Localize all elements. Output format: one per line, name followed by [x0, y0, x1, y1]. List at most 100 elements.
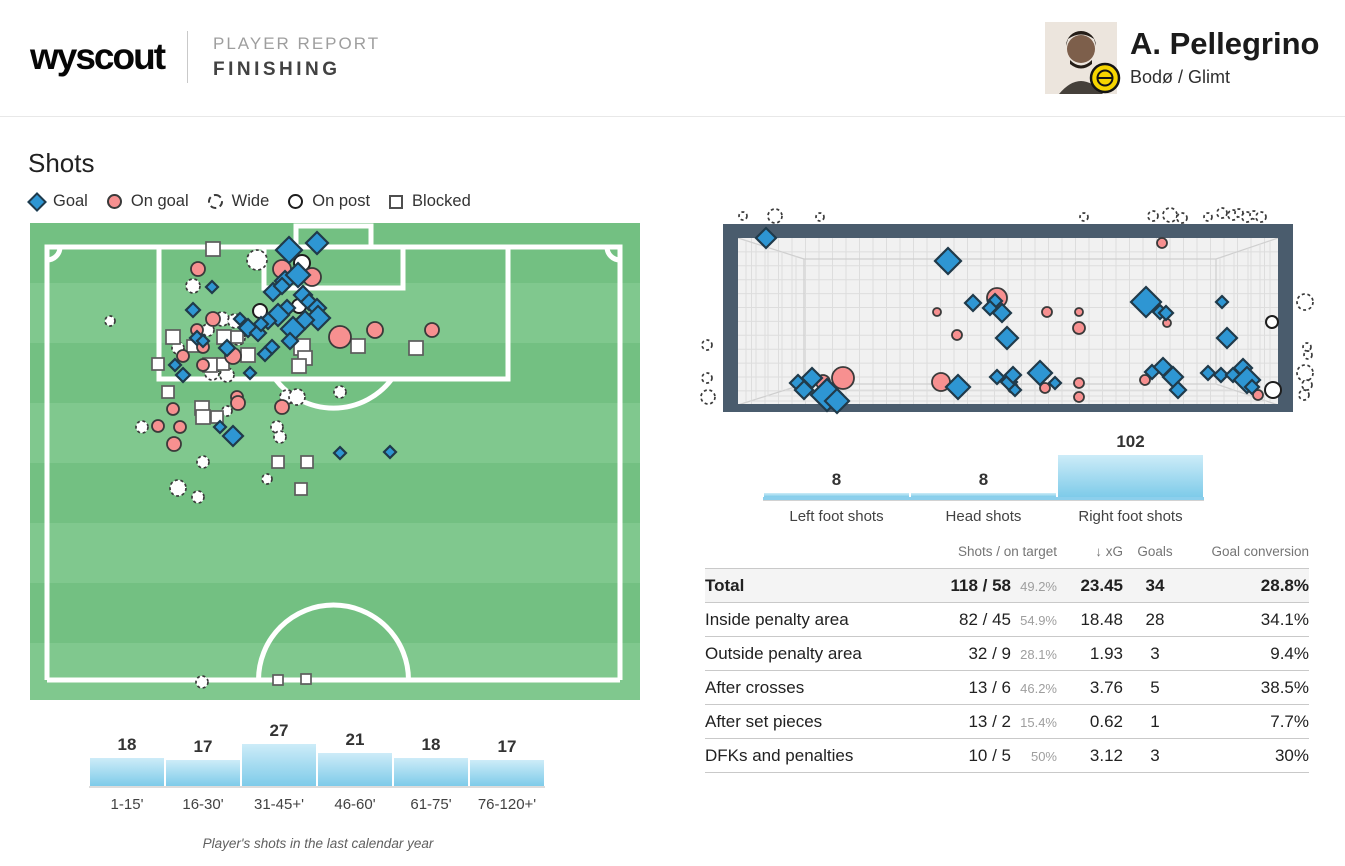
shot-legend: Goal On goal Wide On post Blocked — [27, 191, 490, 212]
shot-marker-goal — [280, 331, 300, 351]
shot-marker-on-goal — [1039, 382, 1051, 394]
shot-marker-wide — [1301, 379, 1313, 391]
shot-marker-goal — [204, 279, 220, 295]
table-row: DFKs and penalties 10 / 5 50% 3.12 3 30% — [705, 739, 1309, 773]
row-label: Total — [705, 575, 745, 595]
shot-marker-goal — [1007, 382, 1023, 398]
on-target-pct: 15.4% — [1020, 714, 1057, 730]
shot-marker-on-goal — [1072, 321, 1086, 335]
player-name: A. Pellegrino — [1130, 26, 1320, 61]
shot-marker-on-goal — [1074, 307, 1084, 317]
shot-marker-wide — [738, 211, 748, 221]
player-avatar — [1045, 22, 1117, 94]
shot-marker-blocked — [240, 347, 256, 363]
shot-marker-on-goal — [328, 325, 352, 349]
shot-marker-on-goal — [190, 261, 206, 277]
shot-marker-wide — [104, 315, 116, 327]
shot-marker-on-goal — [1041, 306, 1053, 318]
bar-rect — [318, 753, 392, 786]
shot-marker-goal — [284, 261, 312, 289]
shot-marker-blocked — [230, 330, 244, 344]
body-part-bar-chart: 8 8 102 Left foot shots Head shots Right foo… — [763, 432, 1204, 525]
on_post-marker-icon — [288, 194, 304, 209]
row-label: DFKs and penalties — [705, 745, 854, 765]
cell-goals: 28 — [1145, 609, 1165, 629]
table-header-row: Shots / on target ↓ xG Goals Goal conversio… — [705, 544, 1309, 569]
bar-label: 46-60' — [334, 796, 376, 813]
shot-marker-wide — [1255, 211, 1267, 223]
bar-slot: 17 — [469, 737, 545, 786]
pitch-stripes — [30, 223, 640, 700]
shot-marker-wide — [288, 388, 306, 406]
on_goal-marker-icon — [106, 194, 122, 209]
cell-shots-on-target: 13 / 6 46.2% — [933, 671, 1057, 705]
bar-slot: 102 — [1057, 432, 1204, 497]
bar-slot: 18 — [393, 735, 469, 786]
cell-shots-on-target: 10 / 5 50% — [933, 739, 1057, 773]
shot-marker-on-goal — [205, 311, 221, 327]
header-divider — [187, 31, 188, 83]
shot-marker-blocked — [272, 674, 284, 686]
wyscout-logo: wyscout — [30, 36, 166, 77]
shot-marker-goal — [212, 419, 228, 435]
shot-marker-goal — [793, 379, 815, 401]
blocked-marker-icon — [389, 194, 404, 209]
shot-marker-goal — [754, 226, 778, 250]
shot-marker-wide — [1298, 389, 1310, 401]
shot-marker-wide — [1296, 364, 1314, 382]
shot-marker-on-post — [1264, 381, 1282, 399]
shot-marker-wide — [1176, 212, 1188, 224]
legend-label: On post — [312, 192, 371, 210]
shot-marker-goal — [221, 424, 245, 448]
shot-marker-blocked — [205, 241, 221, 257]
shot-marker-goal — [272, 276, 292, 296]
shot-marker-goal — [1047, 375, 1063, 391]
bar-value: 17 — [193, 737, 213, 756]
shot-marker-goal — [1199, 364, 1217, 382]
body-part-bars: 8 8 102 — [763, 432, 1204, 500]
shot-marker-on-goal — [1073, 391, 1085, 403]
on-target-pct: 54.9% — [1020, 612, 1057, 628]
cell-goals: 3 — [1150, 643, 1160, 663]
shot-marker-goal — [988, 368, 1006, 386]
shot-marker-goal — [1215, 326, 1239, 350]
shot-marker-wide — [196, 455, 210, 469]
shot-marker-goal — [963, 293, 983, 313]
cell-xg: 18.48 — [1080, 609, 1123, 629]
shot-marker-goal — [1243, 378, 1261, 396]
shot-marker-goal — [1157, 304, 1175, 322]
legend-item-on_goal: On goal — [106, 192, 189, 211]
shot-marker-goal — [944, 373, 972, 401]
shot-marker-wide — [767, 208, 783, 224]
shot-marker-goal — [382, 444, 398, 460]
legend-label: Blocked — [412, 192, 471, 210]
cell-goal-conversion: 9.4% — [1270, 643, 1309, 663]
legend-item-goal: Goal — [27, 191, 88, 212]
on-target-pct: 50% — [1030, 748, 1057, 764]
goal-markers — [700, 207, 1314, 415]
report-type-label: PLAYER REPORT — [213, 34, 381, 53]
legend-item-on_post: On post — [288, 192, 370, 211]
bar-label: 1-15' — [110, 796, 144, 813]
pitch-markers — [104, 230, 440, 689]
goal-marker-icon — [27, 191, 47, 212]
legend-label: Goal — [53, 192, 88, 210]
cell-goal-conversion: 30% — [1274, 745, 1309, 765]
shot-marker-on-goal — [173, 420, 187, 434]
shot-marker-on-goal — [176, 349, 190, 363]
shot-marker-wide — [333, 385, 347, 399]
on-target-pct: 49.2% — [1020, 578, 1057, 594]
cell-shots-on-target: 118 / 58 49.2% — [933, 569, 1057, 603]
bar-value: 8 — [831, 470, 842, 489]
shot-marker-goal — [274, 235, 304, 265]
shot-marker-blocked — [408, 340, 424, 356]
table-row: Inside penalty area 82 / 45 54.9% 18.48 28 34… — [705, 603, 1309, 637]
column-header — [705, 544, 933, 569]
bar-label: 16-30' — [182, 796, 224, 813]
shot-marker-wide — [701, 339, 713, 351]
cell-goal-conversion: 7.7% — [1270, 711, 1309, 731]
table-row: Outside penalty area 32 / 9 28.1% 1.93 3 9.4% — [705, 637, 1309, 671]
shot-marker-on-goal — [831, 366, 855, 390]
column-header: ↓ xG — [1095, 544, 1123, 559]
